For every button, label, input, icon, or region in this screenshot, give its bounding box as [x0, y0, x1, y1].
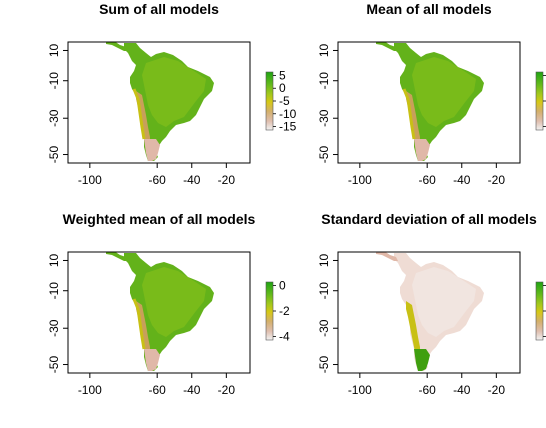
- y-tick-label: -30: [47, 319, 61, 337]
- legend-tick-label: -2: [279, 304, 290, 318]
- x-tick-label: -100: [78, 173, 102, 187]
- panel-title: Weighted mean of all models: [63, 211, 256, 227]
- x-tick-label: -100: [348, 383, 372, 397]
- x-tick-label: -60: [149, 383, 167, 397]
- legend-tick-label: -15: [279, 120, 297, 134]
- legend-tick-label: -4: [279, 330, 290, 344]
- legend-tick-label: -10: [279, 107, 297, 121]
- map-panel-1: Sum of all models-100 -60 -40 -2010-10-30-5…: [47, 1, 297, 187]
- plot-frame: [67, 251, 251, 374]
- x-tick-label: -20: [488, 383, 506, 397]
- x-tick-label: -100: [348, 173, 372, 187]
- x-tick-label: -20: [488, 173, 506, 187]
- andes-fringe: [402, 88, 416, 140]
- map-panel-3: Weighted mean of all models-100 -60 -40 -20…: [47, 211, 290, 397]
- patagonia-region: [414, 139, 430, 161]
- y-tick-label: -10: [317, 72, 331, 90]
- andes-fringe: [132, 88, 146, 140]
- raster-map: [106, 252, 214, 371]
- panel-title: Sum of all models: [99, 1, 219, 17]
- legend-colorbar: [535, 281, 544, 341]
- raster-map: [376, 42, 484, 161]
- y-tick-label: 10: [317, 43, 331, 57]
- y-tick-label: -10: [317, 282, 331, 300]
- plot-frame: [337, 41, 521, 164]
- x-tick-label: -60: [149, 173, 167, 187]
- x-tick-label: -60: [419, 173, 437, 187]
- x-tick-label: -40: [453, 173, 471, 187]
- panel-title: Standard deviation of all models: [321, 211, 537, 227]
- y-tick-label: -50: [47, 146, 61, 164]
- patagonia-region: [144, 139, 160, 161]
- x-tick-label: -20: [218, 383, 236, 397]
- patagonia-region: [414, 349, 430, 371]
- x-tick-label: -40: [453, 383, 471, 397]
- legend-tick-label: 5: [279, 68, 286, 82]
- legend-colorbar: [265, 281, 274, 341]
- map-panel-4: Standard deviation of all models -100 -60 -…: [317, 211, 546, 397]
- y-tick-label: 10: [317, 253, 331, 267]
- plot-frame: [337, 251, 521, 374]
- y-tick-label: -10: [47, 72, 61, 90]
- legend-colorbar: [535, 71, 544, 131]
- x-tick-label: -40: [183, 383, 201, 397]
- y-tick-label: -50: [47, 356, 61, 374]
- y-tick-label: -50: [317, 356, 331, 374]
- legend-tick-label: -5: [279, 94, 290, 108]
- x-tick-label: -100: [78, 383, 102, 397]
- legend-tick-label: 0: [279, 81, 286, 95]
- legend-tick-label: 0: [279, 278, 286, 292]
- panel-title: Mean of all models: [366, 1, 491, 17]
- legend-colorbar: [265, 71, 274, 131]
- y-tick-label: -50: [317, 146, 331, 164]
- raster-map: [376, 252, 484, 371]
- patagonia-region: [144, 349, 160, 371]
- raster-map: [106, 42, 214, 161]
- y-tick-label: -30: [47, 109, 61, 127]
- x-tick-label: -20: [218, 173, 236, 187]
- x-tick-label: -40: [183, 173, 201, 187]
- y-tick-label: -10: [47, 282, 61, 300]
- y-tick-label: -30: [317, 109, 331, 127]
- x-tick-label: -60: [419, 383, 437, 397]
- andes-fringe: [132, 298, 146, 350]
- y-tick-label: -30: [317, 319, 331, 337]
- plot-frame: [67, 41, 251, 164]
- y-tick-label: 10: [47, 43, 61, 57]
- map-panel-2: Mean of all models -100 -60 -40 -20 10 -10 -30 -…: [317, 1, 546, 187]
- y-tick-label: 10: [47, 253, 61, 267]
